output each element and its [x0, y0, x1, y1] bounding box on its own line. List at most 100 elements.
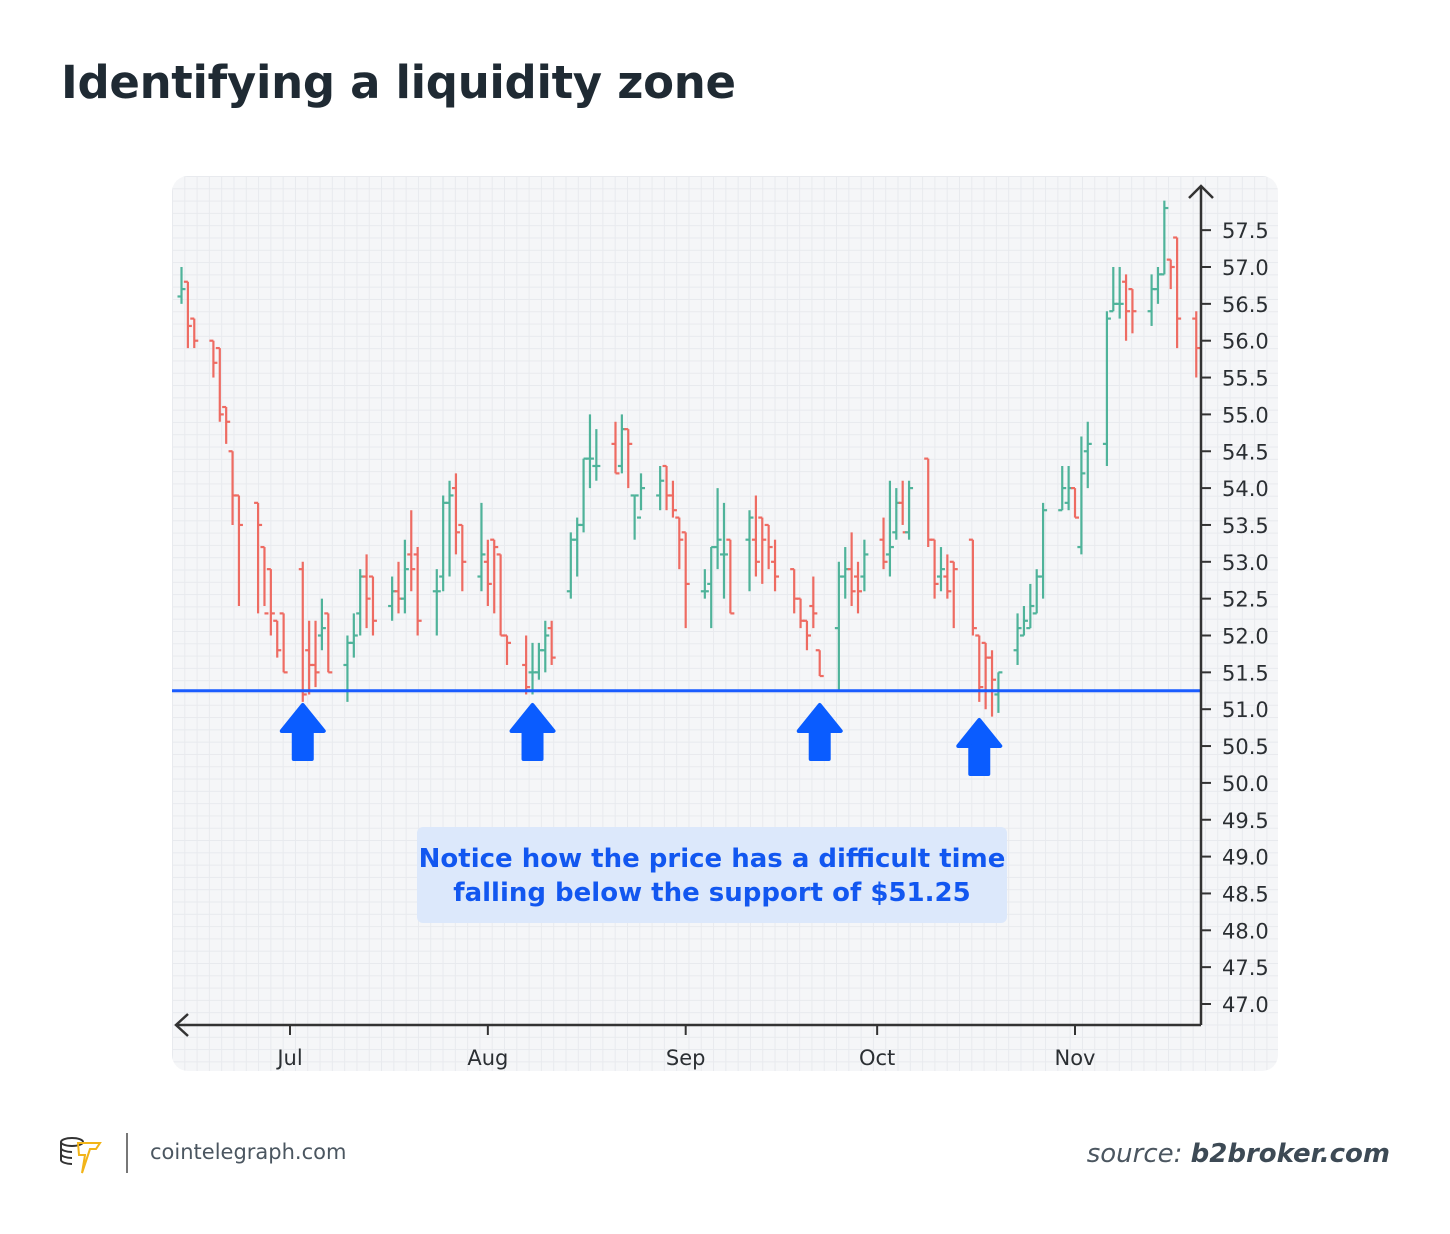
- ohlc-bar: [183, 280, 192, 349]
- ohlc-bar: [368, 575, 377, 636]
- ohlc-bar: [847, 532, 856, 607]
- ohlc-bar: [445, 480, 454, 577]
- y-tick-label: 49.5: [1222, 809, 1269, 833]
- ohlc-bar: [790, 568, 799, 614]
- ohlc-bar: [681, 531, 690, 629]
- ohlc-bar: [541, 620, 550, 673]
- ohlc-bar: [413, 547, 422, 636]
- ohlc-bar: [1147, 274, 1156, 326]
- ohlc-bar: [1122, 274, 1131, 341]
- y-tick-label: 57.5: [1222, 219, 1269, 243]
- ohlc-bar: [656, 465, 665, 511]
- ohlc-bar: [771, 539, 780, 592]
- ohlc-bar: [841, 547, 850, 599]
- page-title: Identifying a liquidity zone: [61, 56, 736, 109]
- ohlc-bar: [458, 523, 467, 592]
- ohlc-bar: [815, 649, 824, 678]
- ohlc-bar: [215, 346, 224, 422]
- ohlc-bar: [1102, 311, 1111, 466]
- annotation-line-1: Notice how the price has a difficult tim…: [418, 844, 1006, 874]
- y-tick-label: 51.5: [1222, 661, 1269, 685]
- ohlc-bar: [700, 569, 709, 599]
- x-tick-label: Nov: [1055, 1046, 1096, 1070]
- y-tick-label: 47.0: [1222, 993, 1269, 1017]
- ohlc-bar: [1071, 487, 1079, 519]
- ohlc-bar: [1019, 606, 1028, 637]
- ohlc-bar: [905, 480, 914, 540]
- x-tick-label: Aug: [467, 1046, 508, 1070]
- ohlc-bar: [936, 547, 945, 592]
- y-tick-label: 50.0: [1222, 772, 1269, 796]
- ohlc-bar: [349, 613, 358, 658]
- ohlc-bar: [254, 501, 263, 614]
- ohlc-bar: [547, 620, 556, 665]
- ohlc-bar: [892, 488, 901, 540]
- ohlc-bar: [988, 650, 997, 717]
- ohlc-bar: [279, 612, 288, 674]
- ohlc-bar: [477, 502, 486, 592]
- chart-panel: [172, 176, 1278, 1071]
- ohlc-bar: [522, 635, 531, 695]
- ohlc-bar: [388, 576, 397, 621]
- ohlc-bar: [566, 532, 575, 599]
- y-tick-label: 51.0: [1222, 698, 1269, 722]
- ohlc-bar: [994, 671, 1003, 713]
- y-tick-label: 55.5: [1222, 367, 1269, 391]
- ohlc-bar: [222, 405, 231, 444]
- up-arrow-icon: [796, 703, 843, 761]
- y-tick-label: 56.0: [1222, 330, 1269, 354]
- ohlc-bar: [943, 554, 952, 599]
- ohlc-bar: [356, 569, 365, 636]
- ohlc-bar: [228, 450, 237, 525]
- ohlc-bar: [854, 561, 863, 614]
- annotation-line-2: falling below the support of $51.25: [453, 878, 971, 908]
- ohlc-bar: [809, 576, 818, 629]
- y-tick-label: 50.5: [1222, 735, 1269, 759]
- ohlc-bar: [490, 538, 499, 614]
- ohlc-bar: [177, 267, 186, 304]
- ohlc-bar: [981, 641, 990, 710]
- arrows-layer: [279, 703, 1003, 776]
- ohlc-bar: [675, 516, 684, 570]
- ohlc-bar: [1039, 502, 1048, 599]
- ohlc-bar: [273, 619, 282, 658]
- ohlc-bar: [1058, 465, 1067, 512]
- ohlc-bar: [802, 619, 811, 651]
- up-arrow-icon: [279, 703, 326, 761]
- y-tick-label: 52.5: [1222, 588, 1269, 612]
- ohlc-bar: [317, 598, 326, 651]
- ohlc-bar: [713, 488, 722, 570]
- y-tick-label: 47.5: [1222, 956, 1269, 980]
- ohlc-bar: [1115, 267, 1124, 319]
- y-tick-label: 53.5: [1222, 514, 1269, 538]
- ohlc-bar: [860, 539, 869, 592]
- ohlc-bar: [611, 421, 620, 475]
- ohlc-bar: [394, 561, 403, 614]
- ohlc-bar: [834, 561, 843, 691]
- ohlc-bar: [1173, 236, 1182, 349]
- y-axis-arrow-icon: [1188, 184, 1214, 199]
- ohlc-bar: [885, 480, 894, 577]
- source-name: b2broker.com: [1190, 1139, 1390, 1169]
- x-tick-label: Oct: [859, 1046, 895, 1070]
- source-label: source:: [1086, 1139, 1183, 1169]
- y-tick-label: 55.0: [1222, 403, 1269, 427]
- ohlc-bar: [624, 428, 633, 489]
- ohlc-bar: [898, 480, 907, 534]
- ohlc-bar: [407, 510, 416, 592]
- ohlc-bar: [1153, 267, 1162, 304]
- ohlc-bar: [1026, 583, 1035, 630]
- ohlc-bar: [1160, 200, 1169, 276]
- y-axis: 47.0 47.5 48.0 48.5 49.0 49.5 50.0 50.5 51.0 51.5…: [1188, 184, 1269, 1025]
- y-tick-label: 48.5: [1222, 882, 1269, 906]
- ohlc-bar: [209, 339, 218, 378]
- ohlc-bar: [707, 545, 716, 629]
- ohlc-bar: [924, 457, 933, 548]
- ohlc-bar: [234, 494, 243, 607]
- ohlc-bar: [439, 495, 448, 592]
- ohlc-bar: [534, 642, 543, 680]
- site-name: cointelegraph.com: [150, 1140, 347, 1164]
- up-arrow-icon: [956, 718, 1003, 776]
- ohlc-bar: [400, 539, 409, 614]
